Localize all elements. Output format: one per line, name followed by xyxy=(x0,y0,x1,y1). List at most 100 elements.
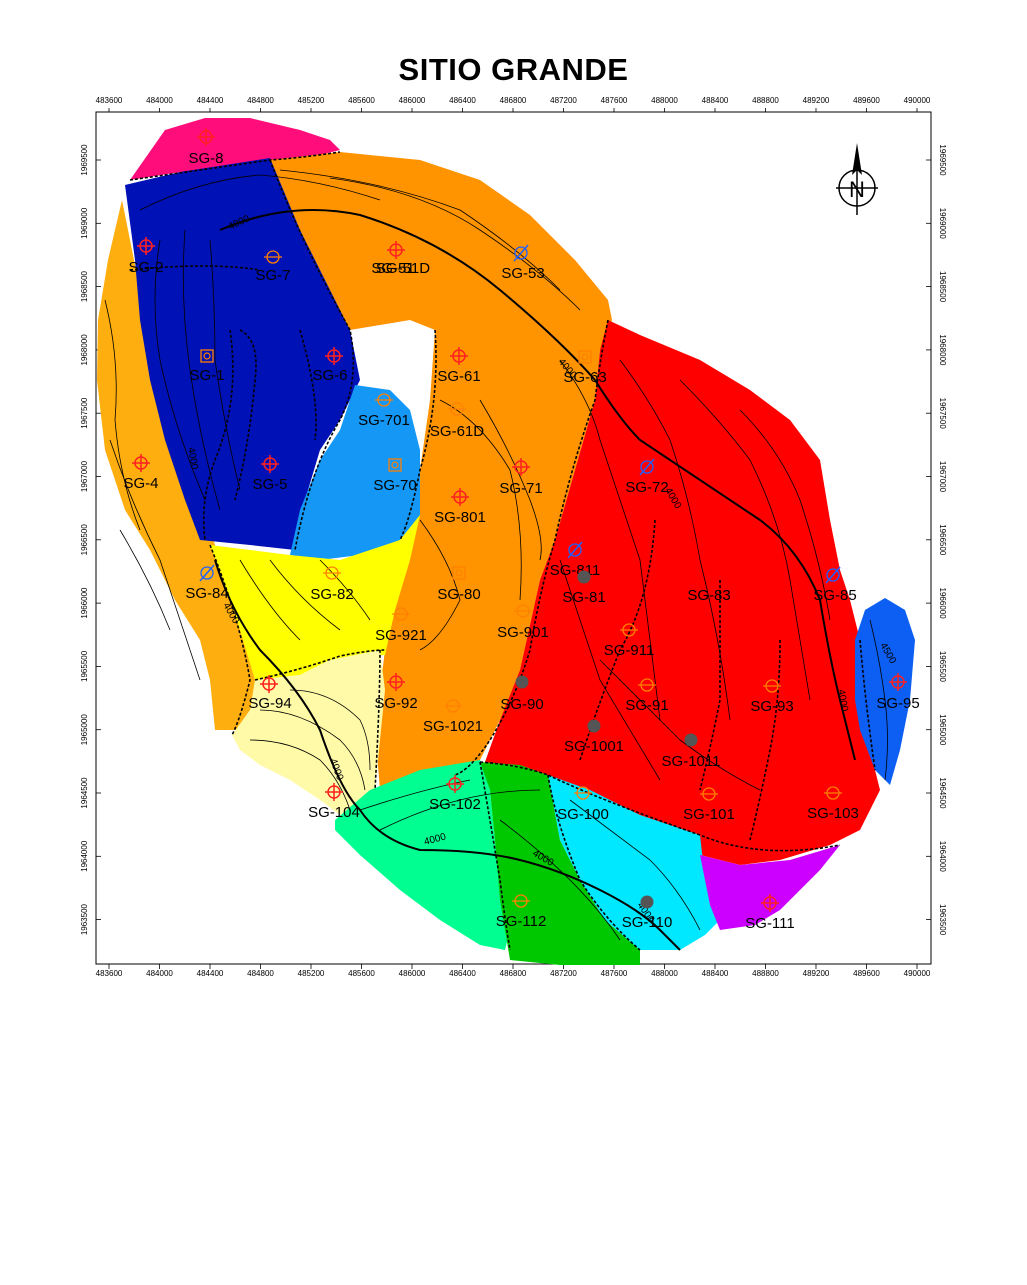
well-dot-icon xyxy=(684,733,698,747)
x-tick-label: 488800 xyxy=(752,969,779,978)
y-tick-label: 1968500 xyxy=(938,271,947,303)
y-tick-label: 1968000 xyxy=(80,334,89,366)
y-tick-label: 1969500 xyxy=(938,144,947,176)
well-circle-icon xyxy=(375,393,393,407)
x-tick-label: 485200 xyxy=(298,96,325,105)
x-tick-label: 488000 xyxy=(651,96,678,105)
y-tick-label: 1965000 xyxy=(938,714,947,746)
x-tick-label: 489600 xyxy=(853,96,880,105)
well-cross-icon xyxy=(325,347,343,365)
y-tick-label: 1965500 xyxy=(80,650,89,682)
x-tick-label: 488000 xyxy=(651,969,678,978)
well-label: SG-100 xyxy=(557,806,609,823)
block-cyan xyxy=(548,775,720,950)
y-tick-label: 1969000 xyxy=(938,208,947,240)
x-tick-label: 486000 xyxy=(399,96,426,105)
x-tick-label: 485600 xyxy=(348,96,375,105)
well-label: SG-51D xyxy=(376,260,430,277)
well-circle-icon xyxy=(514,604,532,618)
block-red xyxy=(485,320,880,865)
x-tick-label: 486800 xyxy=(500,969,527,978)
well-label: SG-701 xyxy=(358,412,410,429)
contour-label: 4000 xyxy=(185,447,200,471)
well-circle-icon xyxy=(512,894,530,908)
page-title: SITIO GRANDE xyxy=(398,52,629,87)
well-label: SG-63 xyxy=(563,369,606,386)
well-label: SG-101 xyxy=(683,806,735,823)
well-label: SG-90 xyxy=(500,696,543,713)
well-dot-icon xyxy=(577,570,591,584)
well-label: SG-8 xyxy=(188,150,223,167)
well-circle-icon xyxy=(574,786,592,800)
block-yellow xyxy=(210,515,420,680)
y-tick-label: 1964000 xyxy=(80,840,89,872)
fault-lines xyxy=(129,151,876,951)
x-axis-bottom-ticks: 483600 484000 484400 484800 485200 485600 4860… xyxy=(96,964,931,978)
well-circle-icon xyxy=(264,250,282,264)
map-frame xyxy=(95,111,932,965)
y-tick-label: 1967500 xyxy=(938,398,947,430)
well-circle-icon xyxy=(700,787,718,801)
x-tick-label: 487600 xyxy=(601,96,628,105)
well-label: SG-72 xyxy=(625,479,668,496)
well-label: SG-801 xyxy=(434,509,486,526)
well-label: SG-112 xyxy=(496,913,547,930)
y-axis-right-ticks: 1969500 1969000 1968500 1968000 1967500 19670… xyxy=(926,144,947,936)
well-cross-icon xyxy=(451,488,469,506)
well-label: SG-82 xyxy=(310,586,353,603)
x-tick-label: 486400 xyxy=(449,96,476,105)
x-tick-label: 490000 xyxy=(904,969,931,978)
well-cross-icon xyxy=(446,775,464,793)
well-dot-icon xyxy=(515,675,529,689)
well-cross-icon xyxy=(761,894,779,912)
x-tick-label: 488800 xyxy=(752,96,779,105)
well-label: SG-93 xyxy=(750,698,793,715)
x-tick-label: 485200 xyxy=(298,969,325,978)
well-label: SG-7 xyxy=(255,267,290,284)
x-tick-label: 484400 xyxy=(197,96,224,105)
north-arrow-icon: N xyxy=(836,143,878,215)
well-circle-icon xyxy=(763,679,781,693)
well-label: SG-84 xyxy=(185,585,228,602)
well-label: SG-1001 xyxy=(564,738,624,755)
well-cross-icon xyxy=(325,783,343,801)
well-cross-icon xyxy=(197,128,215,146)
y-tick-label: 1966500 xyxy=(938,524,947,556)
well-label: SG-70 xyxy=(373,477,416,494)
well-circle-icon xyxy=(448,402,466,416)
y-tick-label: 1967500 xyxy=(80,397,89,429)
north-arrow-label: N xyxy=(849,177,865,202)
block-magenta-north xyxy=(130,118,340,180)
well-label: SG-81 xyxy=(562,589,605,606)
well-cross-icon xyxy=(387,241,405,259)
well-injector-icon xyxy=(567,541,583,559)
well-label: SG-811 xyxy=(550,562,601,579)
fault-blocks xyxy=(97,118,915,965)
well-label: SG-80 xyxy=(437,586,480,603)
block-green xyxy=(480,762,640,965)
well-circle-icon xyxy=(323,566,341,580)
x-tick-label: 484000 xyxy=(146,969,173,978)
well-label: SG-102 xyxy=(429,796,481,813)
well-square-icon xyxy=(388,458,402,472)
block-purple xyxy=(700,845,840,930)
contour-lines xyxy=(104,169,888,941)
x-tick-label: 484800 xyxy=(247,96,274,105)
well-cross-icon xyxy=(261,455,279,473)
well-label: SG-4 xyxy=(123,475,158,492)
y-tick-label: 1963500 xyxy=(938,904,947,936)
well-label: SG-95 xyxy=(876,695,919,712)
well-label: SG-104 xyxy=(308,804,360,821)
well-label: SG-91 xyxy=(625,697,668,714)
well-circle-icon xyxy=(824,786,842,800)
well-dot-icon xyxy=(640,895,654,909)
well-label: SG-901 xyxy=(497,624,549,641)
contour-lines-bold xyxy=(214,209,856,951)
well-label: SG-53 xyxy=(501,265,544,282)
well-circle-icon xyxy=(444,699,462,713)
y-tick-label: 1964500 xyxy=(80,777,89,809)
well-square-icon xyxy=(452,566,466,580)
y-tick-label: 1966500 xyxy=(80,524,89,556)
contour-label: 4000 xyxy=(835,689,850,713)
